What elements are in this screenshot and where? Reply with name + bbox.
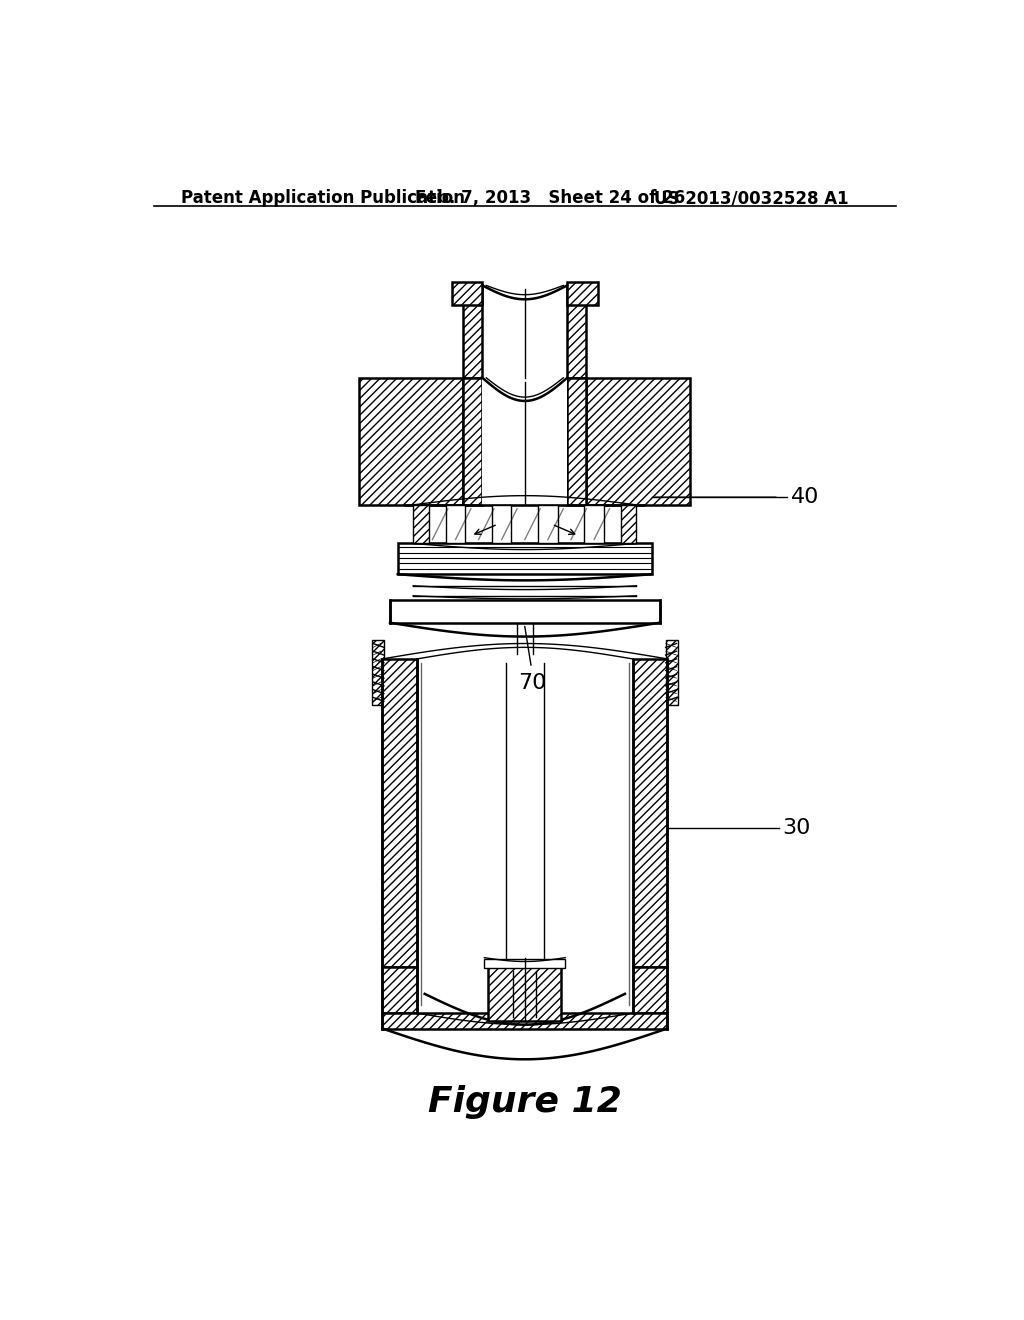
Polygon shape xyxy=(397,544,652,574)
Bar xyxy=(445,506,465,544)
Bar xyxy=(493,506,511,544)
Text: 70: 70 xyxy=(518,673,547,693)
Text: Feb. 7, 2013   Sheet 24 of 26: Feb. 7, 2013 Sheet 24 of 26 xyxy=(416,189,686,207)
Bar xyxy=(484,960,565,969)
Text: US 2013/0032528 A1: US 2013/0032528 A1 xyxy=(654,189,849,207)
Text: 40: 40 xyxy=(791,487,819,507)
Bar xyxy=(482,378,567,506)
Polygon shape xyxy=(567,281,598,305)
Polygon shape xyxy=(382,659,417,966)
Polygon shape xyxy=(382,966,417,1014)
Polygon shape xyxy=(633,966,668,1014)
Text: Patent Application Publication: Patent Application Publication xyxy=(180,189,465,207)
Bar xyxy=(585,506,604,544)
Polygon shape xyxy=(463,285,482,378)
Bar xyxy=(539,506,557,544)
Polygon shape xyxy=(390,599,659,623)
Polygon shape xyxy=(488,966,561,1020)
Polygon shape xyxy=(372,640,384,705)
Text: 30: 30 xyxy=(782,818,811,838)
Polygon shape xyxy=(382,1014,668,1028)
Polygon shape xyxy=(413,506,429,544)
Polygon shape xyxy=(621,506,637,544)
Polygon shape xyxy=(452,281,482,305)
Polygon shape xyxy=(587,378,690,506)
Polygon shape xyxy=(463,378,482,506)
Polygon shape xyxy=(633,659,668,966)
Polygon shape xyxy=(567,285,587,378)
Text: Figure 12: Figure 12 xyxy=(428,1085,622,1118)
Polygon shape xyxy=(359,378,463,506)
Polygon shape xyxy=(567,378,587,506)
Polygon shape xyxy=(666,640,678,705)
